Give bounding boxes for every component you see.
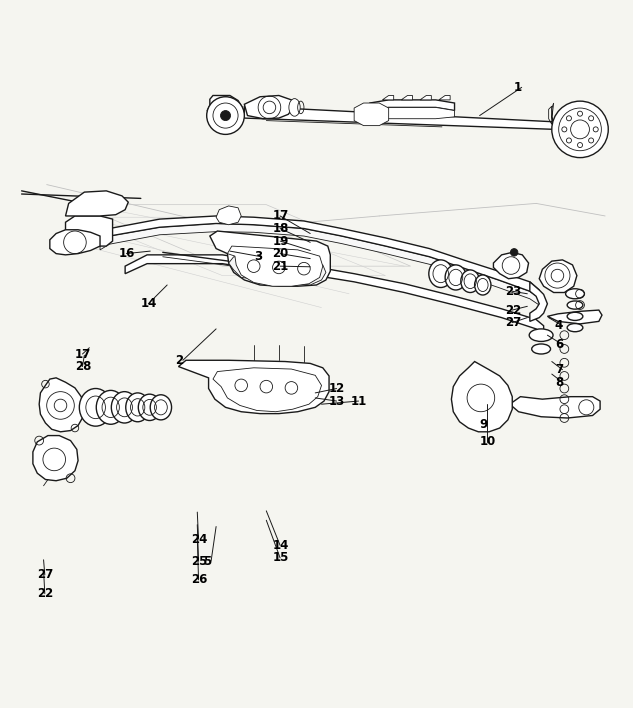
Circle shape — [220, 110, 230, 120]
Polygon shape — [213, 367, 322, 412]
Text: 6: 6 — [555, 338, 563, 351]
Ellipse shape — [529, 329, 553, 341]
Text: 27: 27 — [505, 316, 521, 329]
Ellipse shape — [289, 98, 300, 116]
Ellipse shape — [138, 394, 161, 421]
Text: 5: 5 — [204, 554, 212, 568]
Ellipse shape — [96, 390, 125, 424]
Polygon shape — [354, 103, 389, 125]
Text: 17: 17 — [273, 210, 289, 222]
Polygon shape — [401, 96, 413, 100]
Circle shape — [559, 108, 601, 151]
Text: 1: 1 — [514, 81, 522, 94]
Text: 14: 14 — [141, 297, 157, 310]
Text: 17: 17 — [75, 348, 91, 360]
Polygon shape — [179, 360, 329, 413]
Polygon shape — [370, 108, 454, 119]
Ellipse shape — [150, 395, 172, 420]
Circle shape — [207, 97, 244, 135]
Polygon shape — [210, 231, 330, 286]
Circle shape — [510, 249, 518, 256]
Text: 23: 23 — [505, 285, 521, 298]
Ellipse shape — [475, 275, 491, 295]
Polygon shape — [439, 96, 450, 100]
Ellipse shape — [461, 270, 480, 292]
Text: 12: 12 — [329, 382, 345, 395]
Polygon shape — [451, 362, 512, 432]
Ellipse shape — [445, 265, 467, 290]
Text: 20: 20 — [273, 247, 289, 260]
Polygon shape — [100, 224, 539, 305]
Text: 11: 11 — [351, 394, 367, 408]
Text: 13: 13 — [329, 394, 345, 408]
Text: 14: 14 — [273, 539, 289, 552]
Polygon shape — [125, 255, 544, 334]
Polygon shape — [33, 435, 78, 481]
Ellipse shape — [429, 260, 453, 287]
Polygon shape — [494, 252, 529, 279]
Text: 8: 8 — [555, 376, 563, 389]
Circle shape — [213, 103, 238, 128]
Circle shape — [552, 101, 608, 158]
Text: 21: 21 — [273, 260, 289, 273]
Ellipse shape — [567, 312, 583, 321]
Ellipse shape — [567, 301, 583, 309]
Text: 19: 19 — [273, 234, 289, 248]
Polygon shape — [50, 230, 100, 255]
Polygon shape — [530, 282, 548, 321]
Text: 15: 15 — [273, 552, 289, 564]
Polygon shape — [227, 246, 323, 286]
Text: 25: 25 — [191, 554, 208, 568]
Polygon shape — [100, 216, 539, 297]
Text: 22: 22 — [37, 587, 54, 600]
Ellipse shape — [111, 392, 138, 423]
Polygon shape — [510, 396, 600, 418]
Ellipse shape — [567, 324, 583, 332]
Polygon shape — [208, 96, 244, 131]
Text: 27: 27 — [37, 569, 54, 581]
Polygon shape — [539, 260, 577, 292]
Text: 2: 2 — [175, 354, 184, 367]
Ellipse shape — [126, 393, 149, 422]
Text: 16: 16 — [119, 247, 135, 260]
Text: 24: 24 — [191, 532, 208, 546]
Text: 28: 28 — [75, 360, 91, 373]
Polygon shape — [244, 106, 555, 130]
Ellipse shape — [532, 344, 551, 354]
Ellipse shape — [566, 289, 584, 299]
Polygon shape — [216, 206, 241, 224]
Polygon shape — [370, 100, 454, 110]
Polygon shape — [66, 216, 113, 246]
Polygon shape — [420, 96, 431, 100]
Text: 22: 22 — [505, 304, 521, 316]
Text: 3: 3 — [254, 250, 262, 263]
Text: 26: 26 — [191, 573, 208, 586]
Polygon shape — [244, 96, 294, 119]
Polygon shape — [552, 103, 558, 130]
Text: 7: 7 — [555, 363, 563, 376]
Text: 10: 10 — [480, 435, 496, 448]
Text: 9: 9 — [480, 418, 488, 430]
Polygon shape — [382, 96, 394, 100]
Ellipse shape — [79, 389, 112, 426]
Circle shape — [570, 120, 589, 139]
Text: 4: 4 — [555, 319, 563, 332]
Polygon shape — [39, 378, 84, 432]
Polygon shape — [548, 310, 602, 324]
Text: 18: 18 — [273, 222, 289, 235]
Polygon shape — [229, 257, 326, 285]
Polygon shape — [66, 191, 128, 216]
